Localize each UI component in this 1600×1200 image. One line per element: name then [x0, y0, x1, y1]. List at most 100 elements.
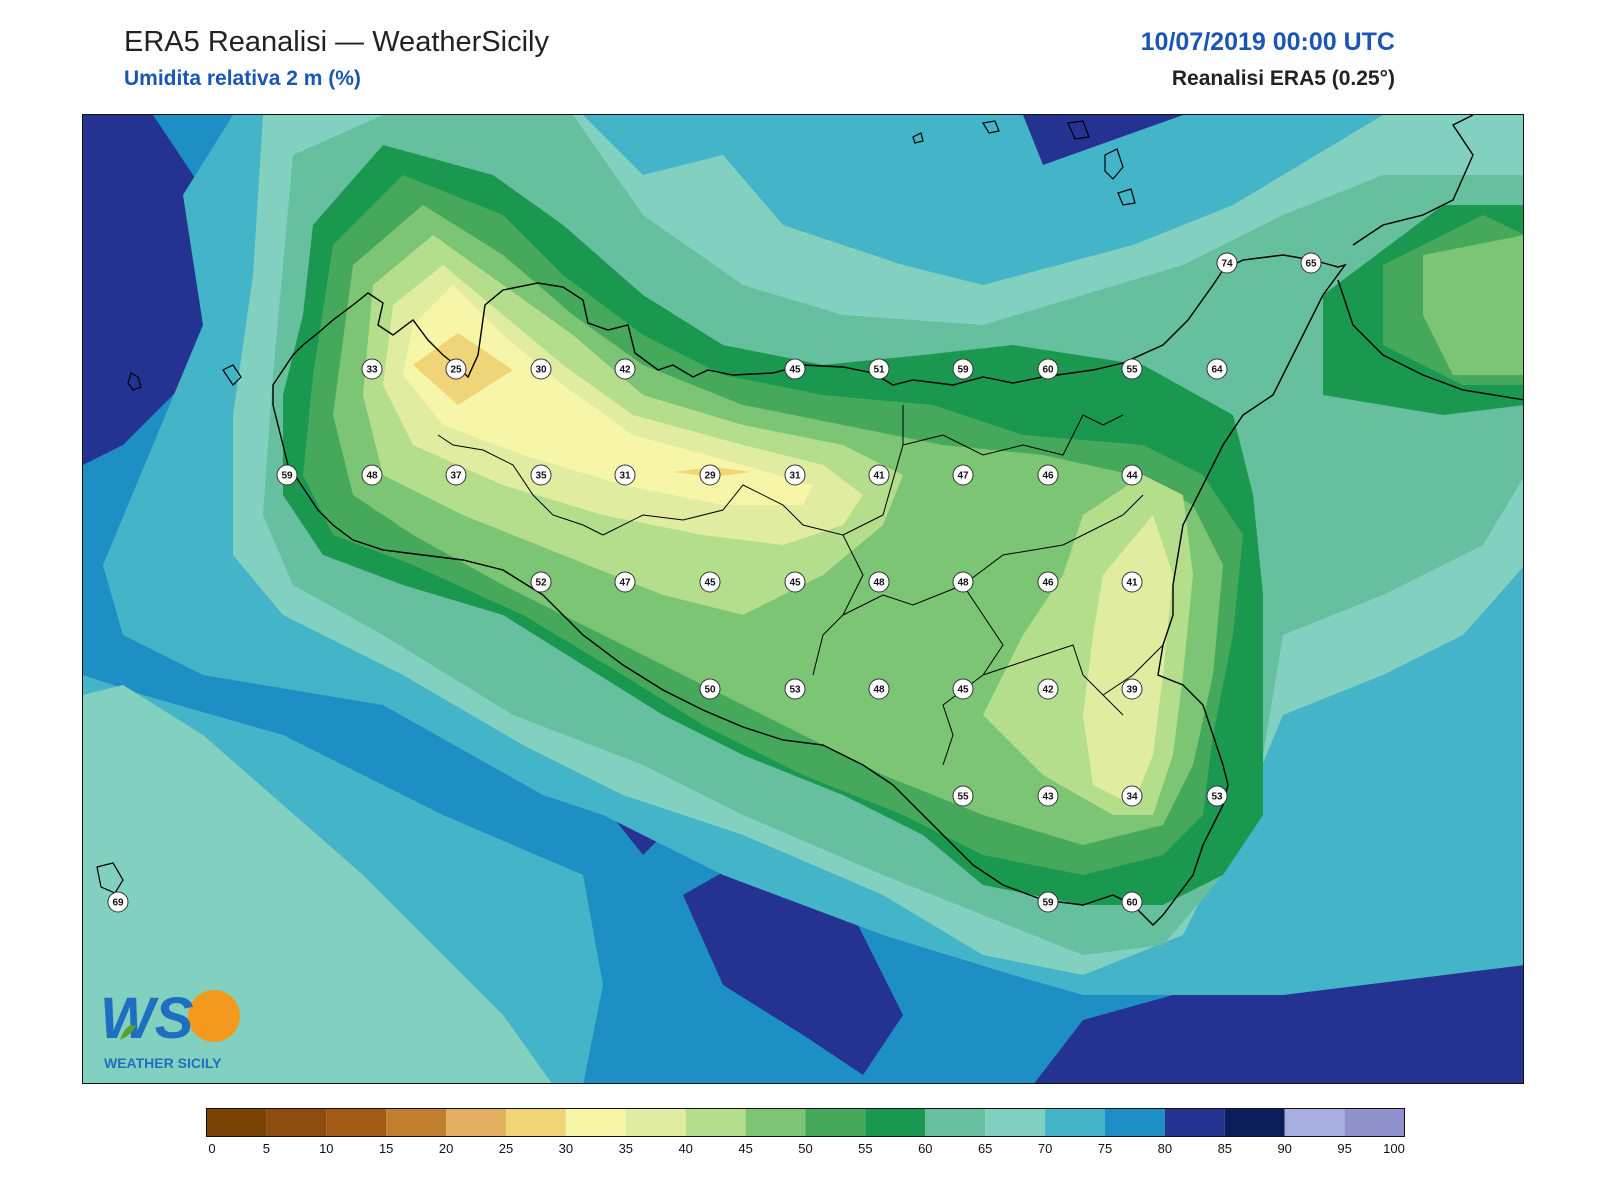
station-marker: 34: [1121, 785, 1143, 807]
station-value: 33: [366, 365, 378, 376]
station-marker: 59: [952, 358, 974, 380]
colorbar-tick-label: 5: [263, 1141, 270, 1156]
island-favignana: [222, 364, 242, 386]
colorbar-tick-label: 90: [1277, 1141, 1291, 1156]
station-marker: 30: [530, 358, 552, 380]
station-marker: 45: [784, 571, 806, 593]
station-value: 59: [1042, 898, 1054, 909]
station-marker: 41: [868, 464, 890, 486]
station-circle: [445, 358, 467, 380]
deep-sea-s: [683, 855, 903, 1075]
station-marker: 48: [361, 464, 383, 486]
colorbar-tick-label: 85: [1218, 1141, 1232, 1156]
station-value: 53: [789, 685, 801, 696]
station-marker: 65: [1300, 252, 1322, 274]
station-circle: [1216, 252, 1238, 274]
station-circle: [614, 571, 636, 593]
station-circle: [952, 785, 974, 807]
station-circle: [530, 358, 552, 380]
station-circle: [952, 358, 974, 380]
station-circle: [445, 464, 467, 486]
colorbar-tick-label: 65: [978, 1141, 992, 1156]
colorbar-tick-label: 55: [858, 1141, 872, 1156]
station-value: 55: [1126, 365, 1138, 376]
island-filicudi: [982, 120, 1000, 134]
calabria-coastline: [1337, 115, 1523, 401]
station-marker: 45: [784, 358, 806, 380]
band-35: [403, 285, 813, 505]
station-circle: [276, 464, 298, 486]
station-circle: [1037, 358, 1059, 380]
station-value: 31: [619, 471, 631, 482]
station-circle: [530, 464, 552, 486]
colorbar: 0 5 10 15 20 25 30 35 40 45 50 55 60 65 70 75 80 85 90 95 10…: [206, 1108, 1405, 1156]
station-marker: 46: [1037, 464, 1059, 486]
station-value: 31: [789, 471, 801, 482]
station-value: 60: [1042, 365, 1054, 376]
station-circle: [699, 464, 721, 486]
logo-text: WEATHER SICILY: [104, 1055, 222, 1071]
colorbar-swatch: [266, 1108, 327, 1137]
station-marker: 69: [107, 891, 129, 913]
colorbar-border: [206, 1108, 1405, 1137]
station-circle: [952, 678, 974, 700]
station-circle: [699, 678, 721, 700]
humidity-map: 74 65 33 25 30 42 45 51 59 60 55 64 59 48 37 35 31 29 31 41…: [83, 115, 1523, 1083]
station-value: 65: [1305, 259, 1317, 270]
band-40-e: [1083, 515, 1173, 805]
colorbar-swatch: [625, 1108, 686, 1137]
station-marker: 48: [868, 571, 890, 593]
valid-datetime: 10/07/2019 00:00 UTC: [1140, 28, 1395, 56]
station-value: 46: [1042, 578, 1054, 589]
station-marker: 25: [445, 358, 467, 380]
band-50-ne: [1423, 235, 1523, 375]
colorbar-swatch: [805, 1108, 866, 1137]
station-circle: [361, 464, 383, 486]
logo-sun: [188, 990, 240, 1042]
station-value: 60: [1126, 898, 1138, 909]
station-value: 41: [873, 471, 885, 482]
station-marker: 55: [1121, 358, 1143, 380]
station-marker: 31: [784, 464, 806, 486]
map-title: ERA5 Reanalisi — WeatherSicily: [124, 26, 549, 58]
station-circle: [1037, 464, 1059, 486]
colorbar-swatch: [326, 1108, 387, 1137]
station-value: 37: [450, 471, 462, 482]
station-circle: [1121, 891, 1143, 913]
station-marker: 59: [1037, 891, 1059, 913]
station-marker: 74: [1216, 252, 1238, 274]
station-circle: [868, 678, 890, 700]
colorbar-tick-label: 35: [619, 1141, 633, 1156]
station-value: 48: [873, 685, 885, 696]
island-lipari: [1104, 148, 1124, 180]
station-marker: 42: [614, 358, 636, 380]
station-value: 44: [1126, 471, 1138, 482]
station-marker: 37: [445, 464, 467, 486]
island-alicudi: [912, 132, 924, 144]
station-marker: 46: [1037, 571, 1059, 593]
logo-letters: WS: [100, 986, 194, 1051]
station-value: 34: [1126, 792, 1138, 803]
station-circle: [784, 464, 806, 486]
station-marker: 35: [530, 464, 552, 486]
station-marker: 48: [868, 678, 890, 700]
station-value: 53: [1211, 792, 1223, 803]
deep-sea-se: [1034, 965, 1523, 1083]
station-marker: 59: [276, 464, 298, 486]
station-value: 42: [619, 365, 631, 376]
station-marker: 53: [784, 678, 806, 700]
station-circle: [699, 571, 721, 593]
colorbar-tick-label: 10: [319, 1141, 333, 1156]
station-marker: 43: [1037, 785, 1059, 807]
colorbar-swatch: [1105, 1108, 1165, 1137]
station-marker: 50: [699, 678, 721, 700]
station-circle: [1206, 358, 1228, 380]
station-value: 29: [704, 471, 716, 482]
colorbar-tick-label: 50: [798, 1141, 812, 1156]
station-marker: 52: [530, 571, 552, 593]
station-value: 41: [1126, 578, 1138, 589]
band-70-sw: [83, 685, 552, 1083]
station-marker: 47: [614, 571, 636, 593]
station-circle: [1300, 252, 1322, 274]
station-value: 59: [957, 365, 969, 376]
